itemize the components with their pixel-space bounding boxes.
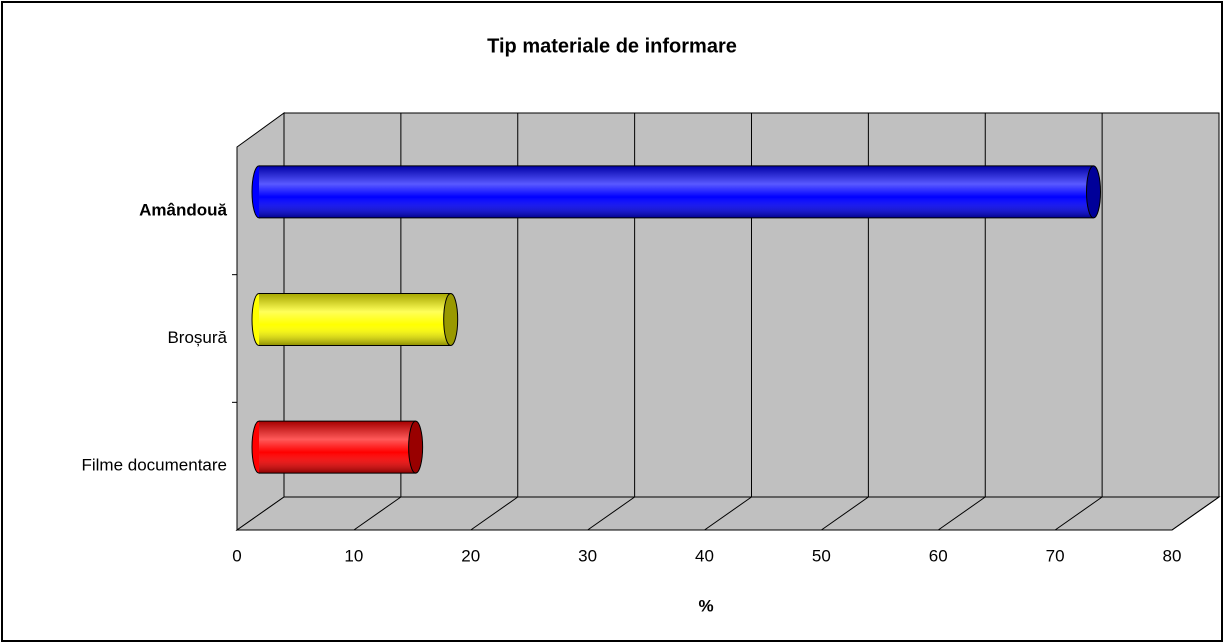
x-tick-label: 40 <box>695 546 714 565</box>
x-tick-label: 10 <box>344 546 363 565</box>
bar-outline <box>259 420 416 474</box>
x-tick-label: 20 <box>461 546 480 565</box>
bar-outline <box>259 293 451 346</box>
x-tick-label: 0 <box>232 546 241 565</box>
bar-end-shade <box>408 421 423 474</box>
y-tick-label: Filme documentare <box>81 456 227 475</box>
bar-outline <box>259 165 1094 219</box>
bar-end-shade <box>1086 165 1101 218</box>
floor-grid-line <box>1171 496 1220 531</box>
floor-grid-line <box>821 496 869 531</box>
floor-grid-line <box>470 496 519 531</box>
bar-end-shade <box>443 293 458 346</box>
x-tick-label: 50 <box>812 546 831 565</box>
bar-shade <box>259 421 416 474</box>
x-tick-label: 60 <box>929 546 948 565</box>
floor-grid-line <box>704 496 752 531</box>
bar-end-cap <box>408 420 424 474</box>
bar-end-cap <box>1086 165 1101 219</box>
floor-grid-line <box>353 496 402 531</box>
floor-grid-line <box>937 496 986 531</box>
x-axis-label: % <box>698 596 713 615</box>
y-tick-label: Broșură <box>167 328 227 347</box>
y-tick-label: Amândouă <box>139 200 227 219</box>
x-tick-label: 30 <box>578 546 597 565</box>
floor-grid-line <box>587 496 635 531</box>
bar-end-cap <box>443 293 459 346</box>
x-tick-label: 70 <box>1046 546 1065 565</box>
x-tick-label: 80 <box>1163 546 1182 565</box>
bar-shade <box>259 293 451 346</box>
floor-grid-line <box>1054 496 1103 531</box>
chart-title: Tip materiale de informare <box>487 35 737 57</box>
bar-shade <box>259 165 1094 218</box>
